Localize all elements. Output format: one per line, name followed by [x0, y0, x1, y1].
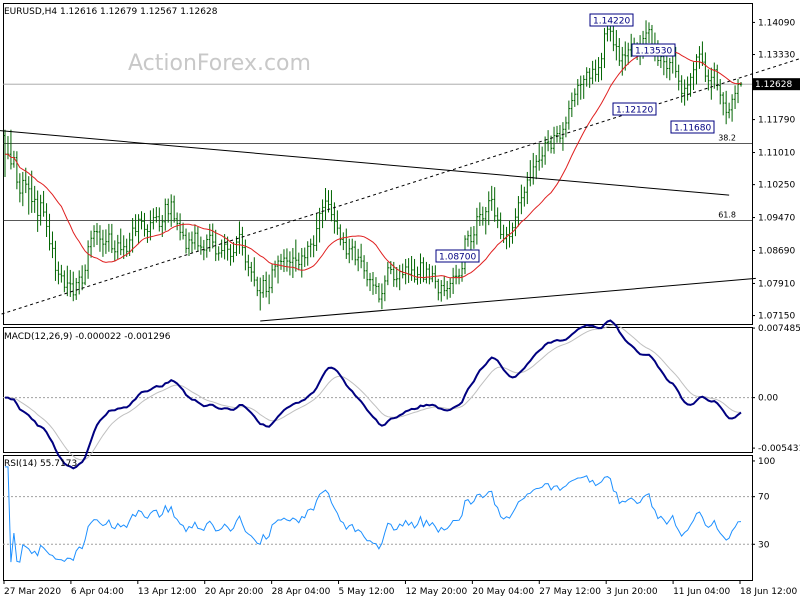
- price-tick-label: 1.10250: [758, 181, 795, 191]
- rsi-header: RSI(14) 55.7173: [4, 459, 77, 469]
- fib-label: 38.2: [718, 134, 736, 143]
- last-price-tag: [753, 78, 800, 91]
- macd-line: [5, 319, 742, 470]
- macd-tick-label: -0.005431: [758, 444, 800, 454]
- x-tick-label: 18 Jun 12:00: [740, 587, 797, 597]
- trend-line: [0, 58, 800, 316]
- rsi-frame: [3, 455, 753, 581]
- macd-header: MACD(12,26,9) -0.000022 -0.001296: [4, 332, 171, 342]
- chart-background: [3, 3, 753, 581]
- macd-tick-label: 0.00: [758, 394, 778, 404]
- trend-line: [260, 277, 756, 322]
- x-tick-label: 20 May 04:00: [472, 587, 534, 597]
- rsi-line: [5, 466, 742, 563]
- rsi-tick-label: 100: [758, 457, 775, 467]
- x-tick-label: 11 Jun 04:00: [673, 587, 730, 597]
- x-tick-label: 6 Apr 04:00: [71, 587, 124, 597]
- price-tick-label: 1.11010: [758, 149, 795, 159]
- price-tick-label: 1.07910: [758, 279, 795, 289]
- price-tick-label: 1.08690: [758, 247, 795, 257]
- rsi-tick-label: 70: [758, 493, 770, 503]
- price-tick-label: 1.11790: [758, 116, 795, 126]
- watermark: ActionForex.com: [128, 51, 311, 76]
- x-tick-label: 27 May 12:00: [539, 587, 601, 597]
- rsi-pane: [3, 466, 752, 563]
- macd-signal-line: [5, 324, 741, 461]
- moving-average-line: [5, 45, 742, 279]
- trend-line: [0, 130, 730, 196]
- x-tick-label: 3 Jun 20:00: [606, 587, 658, 597]
- annotation-label: 1.11680: [674, 124, 711, 134]
- axes: 1.14090 1.13330 1.12628 1.11790 1.11010 1.102…: [3, 18, 800, 597]
- price-tick-label: 1.07150: [758, 312, 795, 322]
- x-tick-label: 28 Apr 04:00: [272, 587, 331, 597]
- annotation-box: [631, 43, 676, 57]
- fib-label: 61.8: [718, 211, 736, 220]
- price-tick-label: 1.13330: [758, 51, 795, 61]
- x-tick-label: 27 Mar 2020: [4, 587, 61, 597]
- x-tick-label: 13 Apr 12:00: [138, 587, 197, 597]
- annotation-box: [435, 249, 480, 263]
- annotation-box: [612, 102, 657, 116]
- annotation-label: 1.14220: [593, 17, 630, 27]
- x-tick-label: 5 May 12:00: [339, 587, 395, 597]
- annotation-box: [589, 13, 634, 27]
- macd-frame: [3, 327, 753, 453]
- x-tick-label: 12 May 20:00: [405, 587, 467, 597]
- price-pane: 38.2 61.8 1.14220 1.13530 1.12120 1.11680 1.08…: [0, 13, 800, 322]
- price-tick-label: 1.14090: [758, 18, 795, 28]
- annotation-box: [670, 120, 715, 134]
- annotation-label: 1.08700: [439, 253, 476, 263]
- price-header: EURUSD,H4 1.12616 1.12679 1.12567 1.1262…: [4, 7, 218, 17]
- rsi-tick-label: 30: [758, 540, 770, 550]
- x-tick-label: 20 Apr 20:00: [205, 587, 264, 597]
- price-tick-label: 1.12628: [755, 80, 792, 90]
- annotation-label: 1.12120: [616, 106, 653, 116]
- macd-pane: [3, 319, 752, 470]
- price-tick-label: 1.09470: [758, 214, 795, 224]
- macd-tick-label: 0.007485: [758, 324, 800, 334]
- annotation-label: 1.13530: [635, 47, 672, 57]
